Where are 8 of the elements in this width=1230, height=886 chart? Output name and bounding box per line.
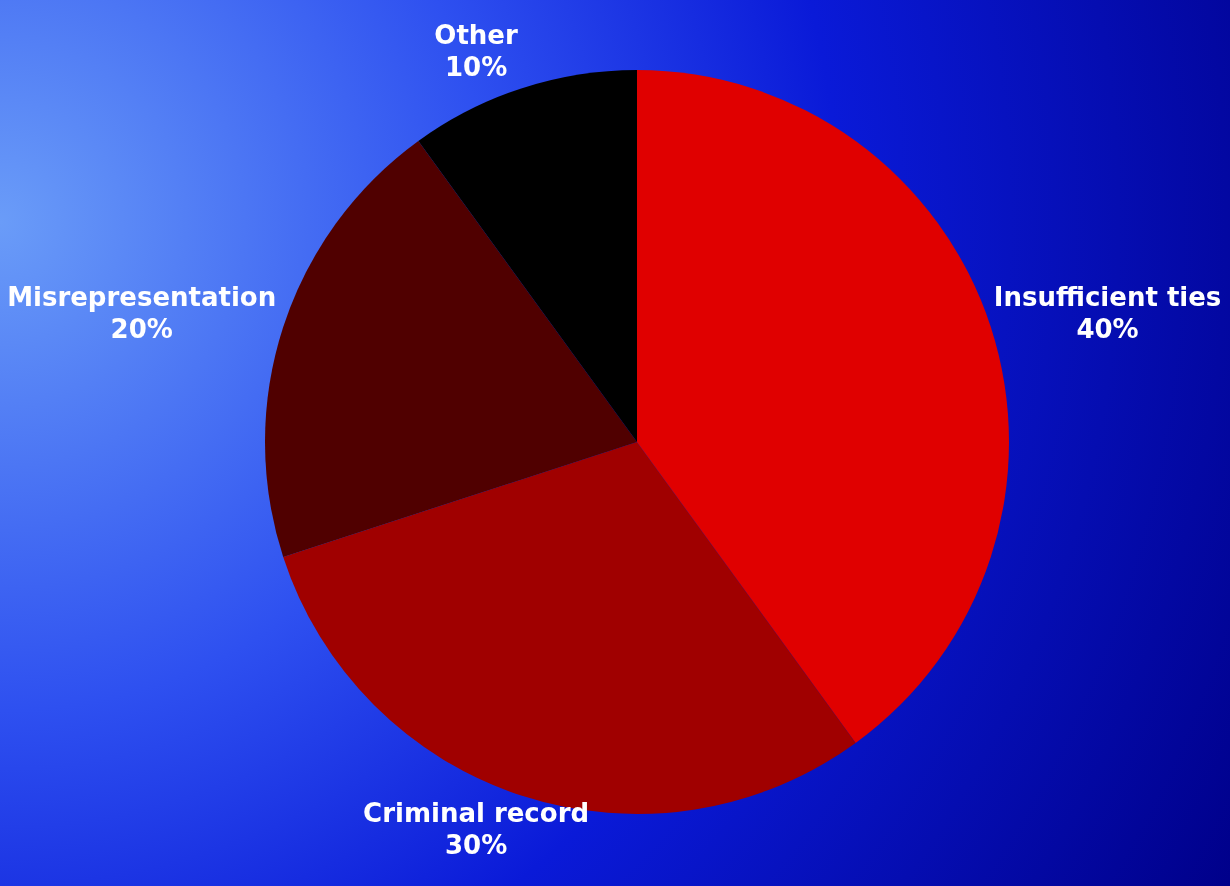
slice-label: Other (434, 19, 518, 50)
data-label: 40% (1076, 314, 1139, 345)
slice-label: Insufficient ties (993, 282, 1222, 313)
data-label: 20% (110, 314, 173, 345)
data-label: 30% (444, 829, 508, 860)
slice-label: Misrepresentation (7, 282, 277, 313)
data-label: 10% (444, 51, 508, 82)
slice-label: Criminal record (363, 797, 590, 828)
